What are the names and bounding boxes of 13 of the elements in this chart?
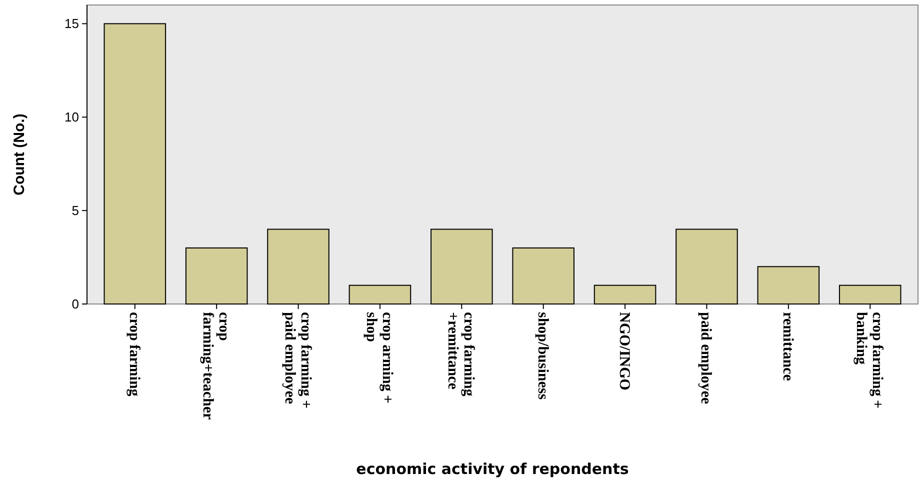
x-tick-label: NGO/INGO — [616, 312, 632, 390]
x-tick-label: shop/business — [534, 312, 550, 400]
x-tick-label: paid employee — [698, 312, 714, 404]
x-tick-label: crop farming + banking — [853, 312, 886, 409]
x-axis-title: economic activity of repondents — [356, 460, 629, 478]
x-tick-label: crop farming — [126, 312, 142, 397]
y-tick-label: 5 — [72, 203, 79, 218]
y-tick-label: 10 — [64, 110, 79, 125]
y-tick-label: 0 — [72, 296, 79, 312]
x-tick-label: crop arming + shop — [362, 312, 395, 404]
y-axis-title: Count (No.) — [11, 114, 28, 196]
y-tick-label: 15 — [64, 16, 79, 32]
x-tick-label: remittance — [779, 312, 796, 382]
